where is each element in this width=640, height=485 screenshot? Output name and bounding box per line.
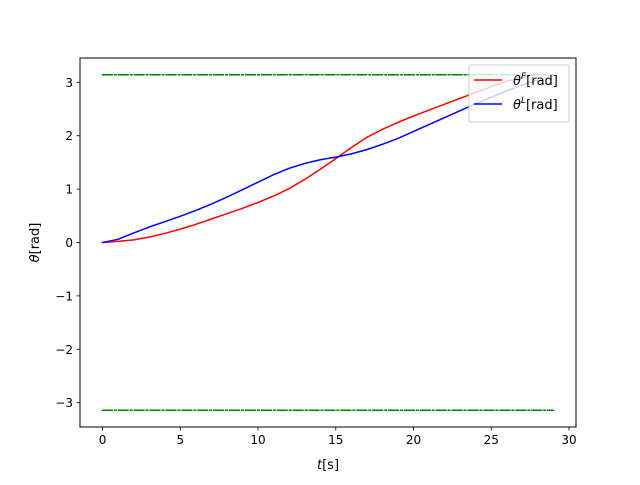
y-tick-label: −2 [55, 343, 73, 357]
x-tick-label: 30 [561, 433, 576, 447]
series-line-0 [101, 74, 539, 244]
legend: θF[rad] θL[rad] [468, 64, 570, 123]
y-tick-label: 0 [65, 236, 73, 250]
y-axis-ticks: −3 −2 −1 0 1 2 3 [55, 76, 80, 410]
series-line-1 [101, 78, 539, 244]
x-tick-label: 25 [484, 433, 499, 447]
y-tick-label: 1 [65, 183, 73, 197]
x-axis-label: t[s] [317, 458, 339, 473]
x-tick-label: 15 [328, 433, 343, 447]
x-axis-ticks: 0 5 10 15 20 25 30 [99, 427, 577, 447]
y-tick-label: −1 [55, 289, 73, 303]
y-tick-label: 2 [65, 129, 73, 143]
x-tick-label: 10 [250, 433, 265, 447]
legend-label: θF[rad] [513, 72, 558, 89]
legend-label: θL[rad] [513, 96, 558, 113]
y-axis-label: θ[rad] [28, 223, 43, 263]
plot-lines [101, 74, 555, 411]
y-tick-label: 3 [65, 76, 73, 90]
legend-items: θF[rad] θL[rad] [474, 72, 558, 113]
y-tick-label: −3 [55, 396, 73, 410]
x-tick-label: 20 [406, 433, 421, 447]
x-tick-label: 0 [99, 433, 107, 447]
x-tick-label: 5 [176, 433, 184, 447]
